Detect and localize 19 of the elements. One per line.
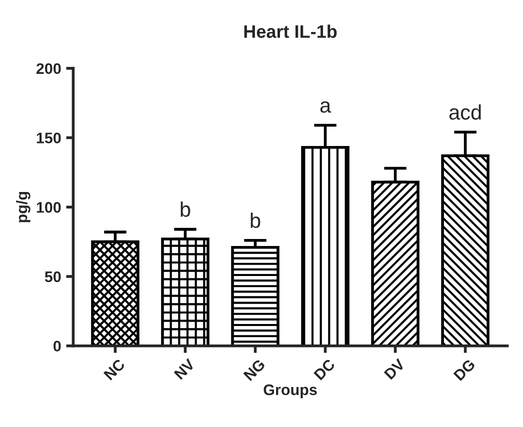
y-tick-label: 50 [44, 271, 61, 282]
annotation: b [180, 202, 190, 217]
x-tick-label: NC [103, 358, 126, 380]
x-tick-label: DG [453, 358, 476, 382]
annotation: b [250, 212, 260, 228]
chart-title: Heart IL-1b [244, 24, 337, 38]
y-axis-title: pg/g [16, 192, 30, 222]
annotation: a [320, 101, 332, 113]
y-tick-label: 150 [36, 132, 61, 144]
bar [231, 246, 280, 346]
x-tick-label: DC [313, 358, 336, 380]
y-tick-label: 0 [54, 340, 61, 352]
x-tick-label: DV [384, 358, 406, 380]
y-tick-label: 100 [36, 202, 61, 213]
x-axis-title: Groups [264, 384, 317, 398]
y-tick-label: 200 [36, 63, 61, 74]
annotation: acd [449, 104, 481, 120]
x-tick-label: NV [174, 358, 196, 380]
x-tick-label: NG [243, 358, 266, 382]
